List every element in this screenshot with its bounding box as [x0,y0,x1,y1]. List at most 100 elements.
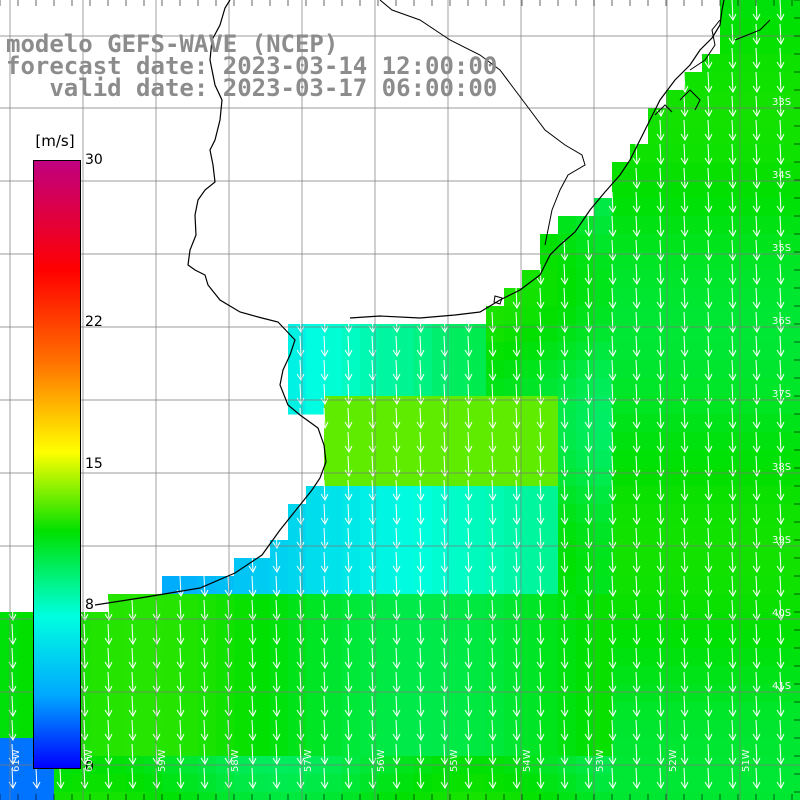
wind-arrow [488,695,497,717]
wind-speed-cell [756,702,775,721]
wind-arrow [656,743,665,765]
wind-arrow [128,695,137,717]
wind-arrow [776,0,785,21]
wind-speed-cell [324,486,343,505]
wind-arrow [680,263,689,285]
wind-arrow [632,287,641,309]
wind-speed-cell [558,504,577,523]
wind-arrow [584,767,593,789]
wind-arrow [248,719,257,741]
wind-speed-cell [756,108,775,127]
wind-arrow [656,623,665,645]
wind-speed-cell [558,288,577,307]
wind-speed-cell [90,702,109,721]
wind-speed-cell [324,522,343,541]
wind-speed-cell [630,144,649,163]
wind-speed-cell [684,468,703,487]
wind-arrow [704,311,713,333]
wind-speed-cell [342,648,361,667]
wind-speed-cell [702,432,721,451]
river-border [379,0,586,246]
wind-speed-cell [90,630,109,649]
wind-speed-cell [522,540,541,559]
wind-speed-cell [594,558,613,577]
wind-arrow [584,695,593,717]
wind-speed-cell [684,720,703,739]
wind-speed-cell [468,684,487,703]
wind-arrow [680,95,689,117]
wind-speed-cell [540,774,559,793]
wind-speed-cell [756,324,775,343]
wind-speed-cell [540,288,559,307]
wind-arrow [608,767,617,789]
wind-speed-cell [792,720,800,739]
wind-arrow [296,407,305,429]
wind-speed-cell [306,702,325,721]
wind-speed-cell [396,594,415,613]
wind-speed-cell [576,594,595,613]
wind-speed-cell [324,684,343,703]
wind-arrow [512,695,521,717]
wind-arrow [608,527,617,549]
wind-speed-cell [702,720,721,739]
wind-speed-cell [684,684,703,703]
wind-arrow [704,143,713,165]
wind-arrow [512,647,521,669]
wind-speed-cell [594,306,613,325]
wind-arrow [200,743,209,765]
wind-arrow [704,167,713,189]
wind-speed-cell [306,738,325,757]
wind-speed-cell [756,72,775,91]
wind-arrow [80,719,89,741]
wind-speed-cell [288,522,307,541]
wind-speed-cell [720,738,739,757]
wind-speed-cell [684,324,703,343]
wind-speed-cell [0,648,19,667]
wind-arrow [440,647,449,669]
wind-speed-cell [504,612,523,631]
wind-speed-cell [252,702,271,721]
wind-arrow [608,551,617,573]
wind-speed-cell [0,666,19,685]
wind-speed-cell [648,252,667,271]
wind-speed-cell [468,720,487,739]
wind-speed-cell [36,792,55,800]
wind-arrow [704,647,713,669]
lagoon-outline [493,19,721,305]
wind-speed-cell [144,684,163,703]
longitude-label: 55W [449,749,460,772]
wind-speed-cell [666,414,685,433]
wind-arrow [392,743,401,765]
wind-arrow [536,503,545,525]
wind-arrow [248,623,257,645]
wind-speed-cell [540,594,559,613]
wind-arrow [536,407,545,429]
wind-arrow [704,359,713,381]
wind-speed-cell [252,630,271,649]
wind-arrow [440,695,449,717]
wind-speed-cell [450,720,469,739]
longitude-label: 56W [376,749,387,772]
wind-arrow [656,215,665,237]
wind-speed-cell [126,792,145,800]
wind-speed-cell [666,432,685,451]
wind-arrow [704,335,713,357]
wind-speed-cell [648,162,667,181]
wind-speed-cell [342,378,361,397]
wind-speed-cell [666,270,685,289]
wind-speed-cell [594,414,613,433]
wind-speed-cell [612,594,631,613]
wind-speed-cell [378,648,397,667]
wind-speed-cell [108,774,127,793]
wind-speed-cell [594,270,613,289]
wind-speed-cell [144,612,163,631]
wind-arrow [632,503,641,525]
wind-speed-cell [558,738,577,757]
wind-arrow [536,431,545,453]
wind-arrow [416,575,425,597]
wind-arrow [440,359,449,381]
wind-speed-cell [540,270,559,289]
wind-speed-cell [504,594,523,613]
wind-speed-cell [648,378,667,397]
wind-speed-cell [558,666,577,685]
